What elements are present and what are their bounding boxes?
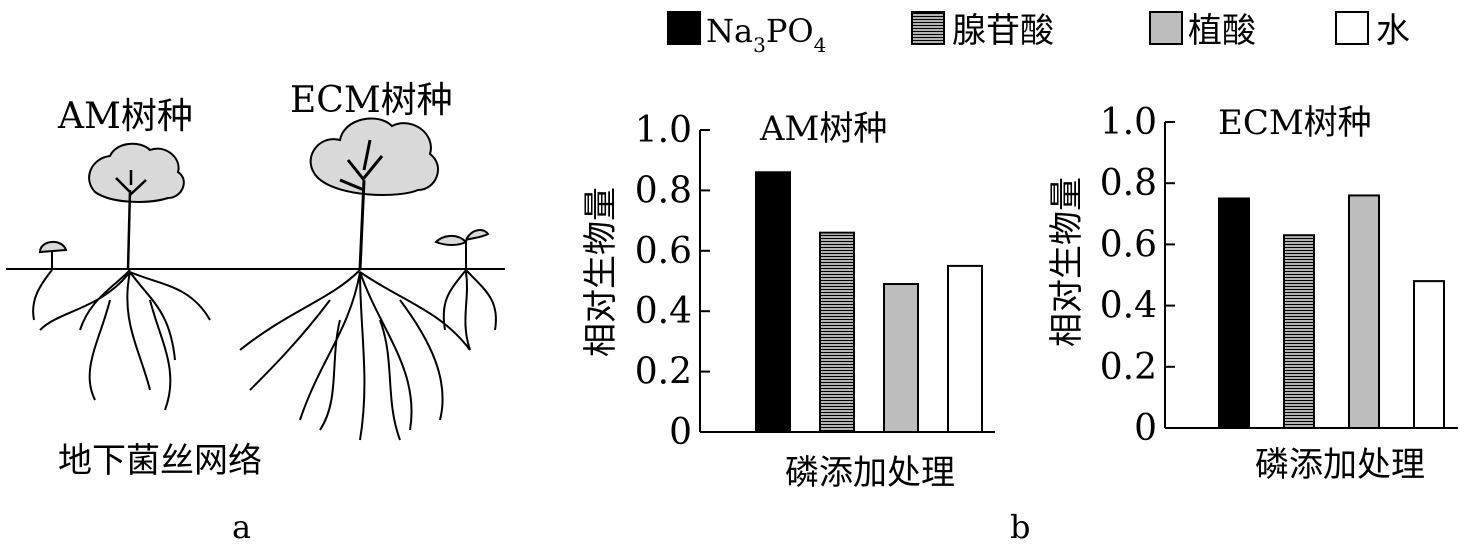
- chart-ecm-xlabel: 磷添加处理: [1255, 445, 1425, 485]
- bar-am-2: [819, 231, 855, 433]
- y-tick-label: 1.0: [635, 110, 692, 151]
- legend-swatch-adenylate: [911, 11, 945, 45]
- y-tick-label: 0.2: [1100, 347, 1157, 388]
- legend-label-na3po4: Na3PO4: [706, 12, 826, 57]
- legend-label-phytate: 植酸: [1188, 11, 1256, 51]
- ecm-tree-drawing: [239, 117, 471, 441]
- y-tick-label: 0.6: [635, 231, 692, 272]
- legend-swatch-phytate: [1149, 11, 1183, 45]
- bar-am-3: [883, 283, 919, 433]
- y-tick-label: 0.4: [1100, 286, 1157, 327]
- y-tick-label: 0.8: [635, 170, 692, 211]
- bar-ecm-3: [1348, 194, 1380, 429]
- y-tick-label: 0.6: [1100, 224, 1157, 265]
- chart-ecm-bars: [1218, 194, 1445, 429]
- legend-label-water: 水: [1376, 11, 1410, 51]
- chart-ecm: 0 0.2 0.4 0.6 0.8 1.0 ECM树种 相对生物量 磷添加处理: [1047, 102, 1458, 485]
- chart-ecm-ticks: 0 0.2 0.4 0.6 0.8 1.0: [1100, 102, 1175, 449]
- hyphal-network-label: 地下菌丝网络: [58, 441, 262, 481]
- chart-ecm-ylabel: 相对生物量: [1047, 177, 1087, 347]
- y-tick-label: 0.8: [1100, 163, 1157, 204]
- chart-am-title: AM树种: [759, 109, 887, 149]
- panel-a-letter: a: [232, 508, 251, 546]
- bar-am-1: [755, 171, 791, 433]
- y-tick-label: 0.4: [635, 291, 692, 332]
- bar-ecm-1: [1218, 197, 1250, 429]
- chart-am-ticks: 0 0.2 0.4 0.6 0.8 1.0: [635, 110, 710, 453]
- legend: Na3PO4 腺苷酸 植酸 水: [667, 11, 1410, 57]
- chart-ecm-title: ECM树种: [1218, 103, 1372, 143]
- y-tick-label: 0: [669, 412, 692, 453]
- legend-swatch-water: [1335, 11, 1369, 45]
- chart-am: 0 0.2 0.4 0.6 0.8 1.0 AM树种 相对生物量 磷添加处理: [581, 109, 995, 493]
- panel-b-letter: b: [1010, 508, 1030, 546]
- legend-label-adenylate: 腺苷酸: [952, 11, 1054, 51]
- chart-am-xlabel: 磷添加处理: [785, 453, 955, 493]
- chart-am-ylabel: 相对生物量: [581, 187, 621, 357]
- bar-ecm-4: [1413, 280, 1445, 429]
- mushroom-drawing: [32, 241, 68, 321]
- seedling-drawing: [434, 229, 497, 351]
- am-tree-drawing: [39, 142, 211, 411]
- bar-am-4: [947, 264, 983, 433]
- chart-am-bars: [755, 171, 983, 433]
- y-tick-label: 0: [1134, 408, 1157, 449]
- y-tick-label: 0.2: [635, 352, 692, 393]
- ecm-tree-label: ECM树种: [290, 80, 453, 121]
- panel-a-illustration: AM树种 ECM树种 地下菌丝网络 a: [6, 80, 505, 546]
- bar-ecm-2: [1283, 234, 1315, 429]
- y-tick-label: 1.0: [1100, 102, 1157, 143]
- am-tree-label: AM树种: [57, 96, 193, 137]
- legend-swatch-na3po4: [667, 11, 701, 45]
